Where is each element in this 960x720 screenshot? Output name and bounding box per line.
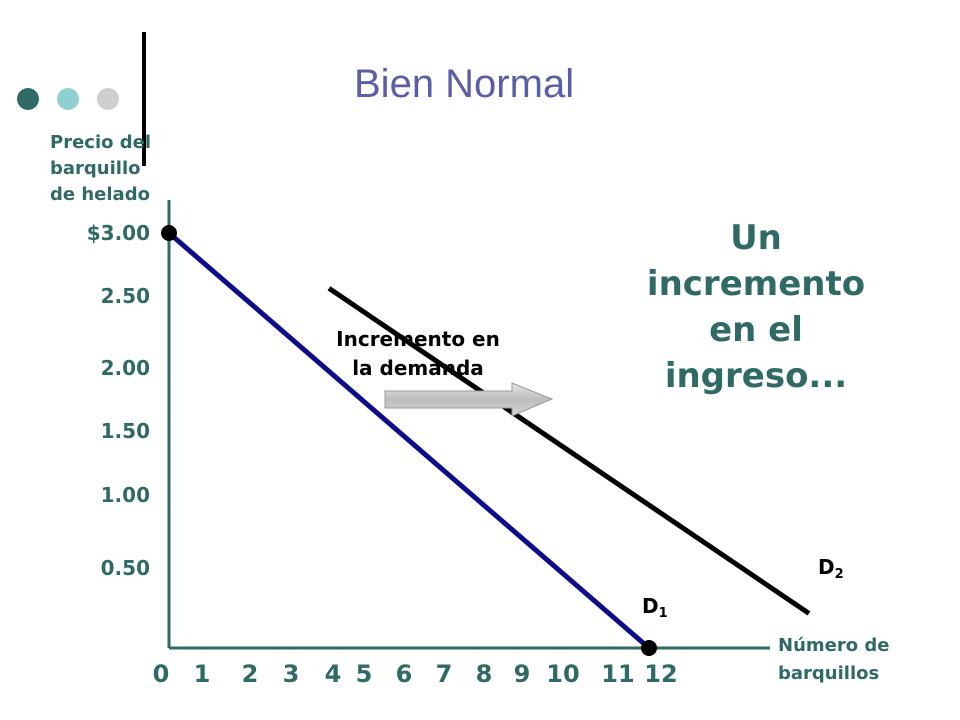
y-axis-label: Precio del barquillo de helado xyxy=(50,130,190,208)
y-tick-label: 2.50 xyxy=(100,284,150,308)
y-tick-label: $3.00 xyxy=(86,221,150,245)
y-axis-label-line: de helado xyxy=(50,184,150,205)
demand-curve-d1 xyxy=(167,231,651,650)
series-label-d1-letter: D xyxy=(642,594,659,618)
x-axis-label: Número de barquillos xyxy=(778,632,948,688)
d1-marker-bottom xyxy=(641,640,657,656)
series-label-d2: D2 xyxy=(818,555,844,582)
income-annotation-line: ingreso... xyxy=(664,356,848,396)
x-tick-label: 2 xyxy=(241,660,259,688)
x-tick-label: 6 xyxy=(395,660,413,688)
series-label-d2-letter: D xyxy=(818,555,835,579)
income-annotation-line: incremento xyxy=(646,264,866,304)
x-tick-label: 11 xyxy=(601,660,635,688)
y-tick-label: 0.50 xyxy=(100,556,150,580)
y-tick-label: 2.00 xyxy=(100,356,150,380)
shift-arrow xyxy=(384,382,554,417)
x-tick-label: 7 xyxy=(435,660,453,688)
series-label-d1-sub: 1 xyxy=(658,606,668,621)
x-tick-label: 12 xyxy=(644,660,678,688)
x-tick-label: 1 xyxy=(193,660,211,688)
decor-dot-dark xyxy=(17,88,39,110)
d1-marker-top xyxy=(161,225,177,241)
shift-label: Incremento en la demanda xyxy=(308,325,528,383)
x-tick-label: 4 xyxy=(324,660,342,688)
x-axis-label-line: barquillos xyxy=(778,663,880,684)
decor-dot-gray xyxy=(97,88,119,110)
y-axis-label-line: Precio del xyxy=(50,132,152,153)
title-divider xyxy=(142,32,146,166)
x-tick-label: 10 xyxy=(546,660,580,688)
series-label-d1: D1 xyxy=(642,594,668,621)
y-tick-label: 1.50 xyxy=(100,419,150,443)
demand-curve-d2 xyxy=(327,286,811,616)
decor-dot-light xyxy=(57,88,79,110)
income-annotation-line: en el xyxy=(709,310,803,350)
x-axis-label-line: Número de xyxy=(778,635,890,656)
shift-label-line: Incremento en xyxy=(336,327,500,351)
x-tick-label: 0 xyxy=(152,660,170,688)
x-tick-label: 8 xyxy=(475,660,493,688)
income-annotation: Un incremento en el ingreso... xyxy=(640,215,872,399)
series-label-d2-sub: 2 xyxy=(834,567,844,582)
x-tick-label: 3 xyxy=(282,660,300,688)
y-tick-label: 1.00 xyxy=(100,483,150,507)
y-axis-label-line: barquillo xyxy=(50,158,141,179)
x-tick-label: 5 xyxy=(355,660,373,688)
income-annotation-line: Un xyxy=(730,218,782,258)
page-title: Bien Normal xyxy=(354,62,575,106)
x-tick-label: 9 xyxy=(513,660,531,688)
shift-label-line: la demanda xyxy=(352,356,484,380)
